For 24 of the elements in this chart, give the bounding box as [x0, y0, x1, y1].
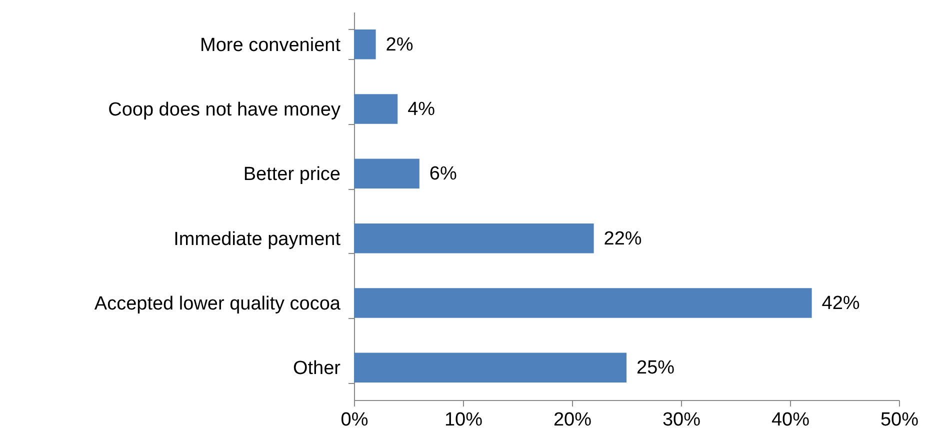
y-tick-label: Immediate payment — [174, 228, 342, 250]
data-label: 2% — [386, 34, 414, 56]
bar — [354, 94, 398, 124]
data-label: 4% — [408, 99, 436, 120]
bar — [354, 158, 420, 189]
data-label: 22% — [604, 228, 642, 250]
data-label: 6% — [429, 164, 457, 185]
data-label: 42% — [822, 293, 860, 314]
y-tick-label: More convenient — [200, 34, 342, 56]
data-label: 25% — [636, 358, 675, 379]
y-tick-label: Accepted lower quality cocoa — [94, 294, 341, 314]
bar — [354, 352, 626, 383]
bar — [354, 29, 376, 60]
x-tick-label: 30% — [662, 410, 701, 430]
y-tick-label: Other — [292, 358, 342, 380]
x-tick-label: 20% — [553, 410, 592, 430]
x-tick-label: 0% — [340, 410, 368, 430]
bar — [354, 288, 812, 318]
x-tick-label: 10% — [444, 410, 483, 430]
y-tick-label: Better price — [243, 164, 340, 186]
bar — [354, 223, 594, 254]
x-tick-label: 40% — [771, 410, 810, 430]
y-tick-label: Coop does not have money — [108, 100, 341, 120]
x-tick-label: 50% — [880, 410, 919, 430]
